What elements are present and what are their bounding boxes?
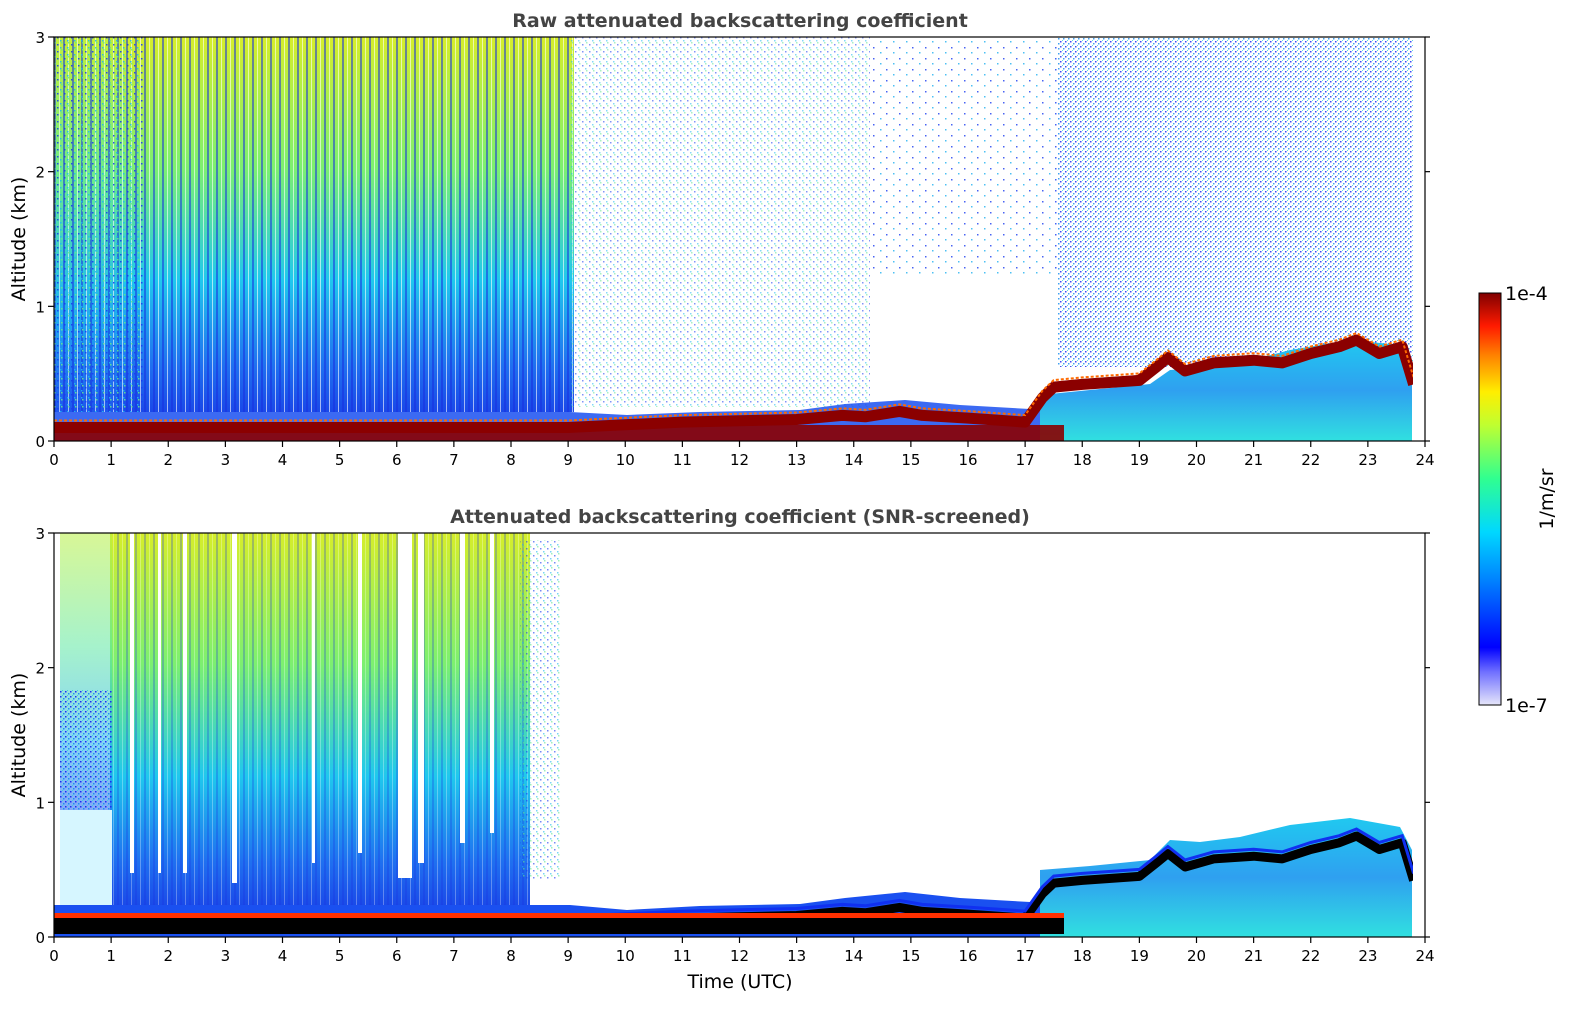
y-axis-label: Altitude (km) xyxy=(8,673,30,798)
x-tick-label: 1 xyxy=(106,947,116,965)
colorbar-max-label: 1e-4 xyxy=(1505,283,1548,305)
x-tick-label: 4 xyxy=(278,947,288,965)
x-tick-label: 0 xyxy=(49,947,59,965)
x-tick-label: 2 xyxy=(163,947,173,965)
x-tick-label: 18 xyxy=(1073,947,1092,965)
chart-title: Attenuated backscattering coefficient (S… xyxy=(450,506,1030,528)
x-tick-label: 12 xyxy=(730,451,749,469)
chart-title: Raw attenuated backscattering coefficien… xyxy=(512,10,968,32)
heatmap-screened xyxy=(54,533,1425,937)
x-tick-label: 6 xyxy=(392,947,402,965)
x-tick-label: 22 xyxy=(1301,451,1320,469)
x-tick-label: 5 xyxy=(335,947,345,965)
x-tick-label: 21 xyxy=(1244,451,1263,469)
x-tick-label: 9 xyxy=(563,947,573,965)
colorbar-unit-label: 1/m/sr xyxy=(1536,468,1558,529)
x-tick-label: 2 xyxy=(163,451,173,469)
convective-region xyxy=(1040,340,1412,441)
heatmap-raw xyxy=(54,37,1425,441)
y-tick-label: 2 xyxy=(35,660,45,678)
x-tick-label: 11 xyxy=(673,947,692,965)
y-tick-label: 0 xyxy=(35,929,45,947)
x-tick-label: 4 xyxy=(278,451,288,469)
x-tick-label: 13 xyxy=(787,451,806,469)
panel-screened: Attenuated backscattering coefficient (S… xyxy=(8,506,1435,993)
x-tick-label: 3 xyxy=(221,451,231,469)
x-axis-label: Time (UTC) xyxy=(686,971,792,993)
panel-raw: Raw attenuated backscattering coefficien… xyxy=(8,10,1435,469)
x-tick-label: 24 xyxy=(1415,947,1434,965)
x-tick-label: 17 xyxy=(1016,947,1035,965)
y-tick-label: 0 xyxy=(35,433,45,451)
x-tick-label: 20 xyxy=(1187,451,1206,469)
x-tick-label: 15 xyxy=(901,947,920,965)
x-tick-label: 17 xyxy=(1016,451,1035,469)
x-tick-label: 12 xyxy=(730,947,749,965)
y-tick-label: 1 xyxy=(35,298,45,316)
y-tick-label: 1 xyxy=(35,794,45,812)
x-tick-label: 7 xyxy=(449,451,459,469)
x-tick-label: 8 xyxy=(506,947,516,965)
x-tick-label: 10 xyxy=(616,947,635,965)
y-tick-label: 2 xyxy=(35,164,45,182)
axes-raw: 0 1 2 3 4 5 6 7 8 9 10 11 12 13 14 15 16 17 18 19 20 21 22 23 24… xyxy=(35,29,1434,469)
x-tick-label: 3 xyxy=(221,947,231,965)
x-tick-label: 23 xyxy=(1358,947,1377,965)
x-tick-label: 18 xyxy=(1073,451,1092,469)
x-tick-label: 7 xyxy=(449,947,459,965)
x-tick-label: 10 xyxy=(616,451,635,469)
x-tick-label: 20 xyxy=(1187,947,1206,965)
x-tick-label: 8 xyxy=(506,451,516,469)
x-tick-label: 0 xyxy=(49,451,59,469)
surface-layer xyxy=(54,425,1064,441)
x-tick-label: 13 xyxy=(787,947,806,965)
axes-screened: 0 1 2 3 4 5 6 7 8 9 10 11 12 13 14 15 16 17 18 19 20 21 22 23 24… xyxy=(35,525,1434,965)
y-axis-label: Altitude (km) xyxy=(8,177,30,302)
x-tick-label: 5 xyxy=(335,451,345,469)
x-tick-label: 23 xyxy=(1358,451,1377,469)
x-tick-label: 22 xyxy=(1301,947,1320,965)
x-tick-label: 1 xyxy=(106,451,116,469)
x-tick-label: 14 xyxy=(844,947,863,965)
x-tick-label: 19 xyxy=(1130,947,1149,965)
screened-gaps xyxy=(130,533,494,883)
x-tick-label: 15 xyxy=(901,451,920,469)
colorbar-min-label: 1e-7 xyxy=(1505,695,1548,717)
surface-layer xyxy=(54,918,1064,934)
x-tick-label: 24 xyxy=(1415,451,1434,469)
colorbar-gradient xyxy=(1478,292,1502,706)
x-tick-label: 11 xyxy=(673,451,692,469)
x-tick-label: 9 xyxy=(563,451,573,469)
x-tick-label: 21 xyxy=(1244,947,1263,965)
y-tick-label: 3 xyxy=(35,525,45,543)
x-tick-label: 14 xyxy=(844,451,863,469)
x-tick-label: 19 xyxy=(1130,451,1149,469)
x-tick-label: 6 xyxy=(392,451,402,469)
x-tick-label: 16 xyxy=(958,451,977,469)
x-tick-label: 16 xyxy=(958,947,977,965)
colorbar: 1e-4 1e-7 1/m/sr xyxy=(1478,283,1558,717)
y-tick-label: 3 xyxy=(35,29,45,47)
